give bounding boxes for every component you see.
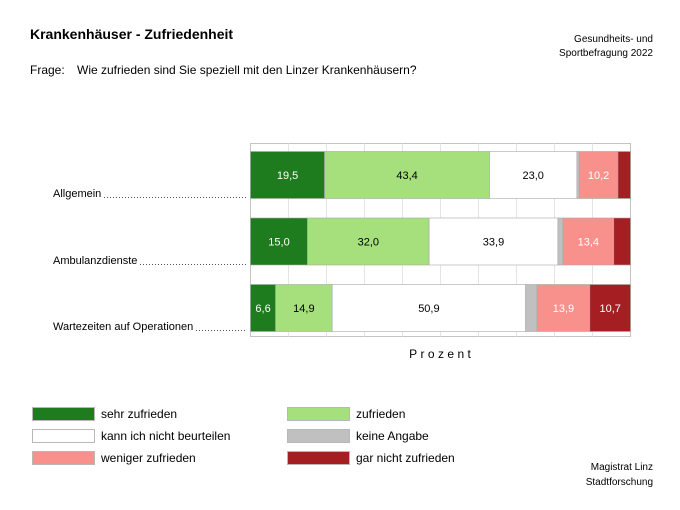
bar-segment-allgemein-kann-ich-nicht-beurteilen: [489, 151, 578, 199]
bar-segment-allgemein-sehr-zufrieden: [250, 151, 325, 199]
legend-label: keine Angabe: [356, 429, 429, 443]
bar-segment-ambulanzdienste-zufrieden: [307, 217, 430, 266]
legend-item-weniger-zufrieden: weniger zufrieden: [32, 451, 287, 465]
bar-value-label-ambulanzdienste-sehr-zufrieden: 15,0: [268, 237, 289, 249]
x-axis-label: Prozent: [409, 347, 475, 361]
legend-item-sehr-zufrieden: sehr zufrieden: [32, 407, 287, 421]
bar-segment-allgemein-zufrieden: [324, 151, 490, 199]
stacked-bar-chart: 19,5 43,4 23,0 10,2 15,0 32,0 33,9 13,4 6,6 14,9 5…: [250, 143, 631, 337]
bar-value-label-wartezeiten-auf-operationen-sehr-zufrieden: 6,6: [255, 303, 270, 315]
bar-segment-wartezeiten-auf-operationen-gar-nicht-zufrieden: [589, 284, 631, 332]
publisher-line-1: Magistrat Linz: [590, 462, 653, 473]
bar-value-label-ambulanzdienste-weniger-zufrieden: 13,4: [578, 237, 599, 249]
legend-label: sehr zufrieden: [101, 407, 178, 421]
legend-label: zufrieden: [356, 407, 406, 421]
legend-label: kann ich nicht beurteilen: [101, 429, 231, 443]
bar-segment-ambulanzdienste-weniger-zufrieden: [562, 217, 615, 266]
legend: sehr zufrieden zufrieden kann ich nicht …: [32, 407, 542, 465]
bar-value-label-ambulanzdienste-zufrieden: 32,0: [358, 237, 379, 249]
bar-segment-ambulanzdienste-keine-angabe: [557, 217, 564, 266]
chart-title: Krankenhäuser - Zufriedenheit: [30, 26, 234, 42]
dotted-leader: [140, 264, 247, 265]
category-label-ambulanzdienste: Ambulanzdienste: [53, 255, 247, 268]
legend-swatch-weniger-zufrieden: [32, 451, 95, 465]
legend-swatch-sehr-zufrieden: [32, 407, 95, 421]
legend-swatch-keine-angabe: [287, 429, 350, 443]
publisher: Magistrat Linz Stadtforschung: [586, 460, 653, 490]
legend-item-gar-nicht-zufrieden: gar nicht zufrieden: [287, 451, 542, 465]
bar-segment-wartezeiten-auf-operationen-sehr-zufrieden: [250, 284, 276, 332]
bar-value-label-allgemein-zufrieden: 43,4: [396, 170, 417, 182]
dotted-leader: [104, 197, 247, 198]
bar-segment-ambulanzdienste-gar-nicht-zufrieden: [613, 217, 631, 266]
bar-segment-wartezeiten-auf-operationen-zufrieden: [275, 284, 333, 332]
publisher-line-2: Stadtforschung: [585, 477, 653, 488]
legend-item-kann-ich-nicht-beurteilen: kann ich nicht beurteilen: [32, 429, 287, 443]
legend-item-keine-angabe: keine Angabe: [287, 429, 542, 443]
bar-value-label-allgemein-sehr-zufrieden: 19,5: [277, 170, 298, 182]
bar-value-label-wartezeiten-auf-operationen-zufrieden: 14,9: [293, 303, 314, 315]
survey-source-line-2: Sportbefragung 2022: [559, 48, 653, 59]
bar-segment-allgemein-keine-angabe: [576, 151, 580, 199]
bar-value-label-wartezeiten-auf-operationen-gar-nicht-zufrieden: 10,7: [599, 303, 620, 315]
bar-value-label-wartezeiten-auf-operationen-weniger-zufrieden: 13,9: [553, 303, 574, 315]
legend-swatch-zufrieden: [287, 407, 350, 421]
category-label-wartezeiten: Wartezeiten auf Operationen: [53, 321, 247, 334]
legend-label: gar nicht zufrieden: [356, 451, 455, 465]
legend-item-zufrieden: zufrieden: [287, 407, 542, 421]
bar-segment-allgemein-weniger-zufrieden: [578, 151, 619, 199]
legend-swatch-kann-ich-nicht-beurteilen: [32, 429, 95, 443]
category-label-text: Allgemein: [53, 188, 102, 200]
bar-value-label-allgemein-kann-ich-nicht-beurteilen: 23,0: [523, 170, 544, 182]
survey-source: Gesundheits- und Sportbefragung 2022: [559, 33, 653, 61]
category-label-allgemein: Allgemein: [53, 188, 247, 201]
question-text: Wie zufrieden sind Sie speziell mit den …: [77, 63, 417, 77]
category-label-text: Ambulanzdienste: [53, 255, 138, 267]
survey-source-line-1: Gesundheits- und: [574, 34, 653, 45]
bar-segment-allgemein-gar-nicht-zufrieden: [617, 151, 631, 199]
category-label-text: Wartezeiten auf Operationen: [53, 321, 194, 333]
bar-segment-ambulanzdienste-kann-ich-nicht-beurteilen: [428, 217, 559, 266]
bar-segment-ambulanzdienste-sehr-zufrieden: [250, 217, 308, 266]
bar-segment-wartezeiten-auf-operationen-keine-angabe: [525, 284, 538, 332]
legend-label: weniger zufrieden: [101, 451, 196, 465]
bar-segment-wartezeiten-auf-operationen-weniger-zufrieden: [536, 284, 591, 332]
bar-value-label-ambulanzdienste-kann-ich-nicht-beurteilen: 33,9: [483, 237, 504, 249]
legend-swatch-gar-nicht-zufrieden: [287, 451, 350, 465]
question-label: Frage:: [30, 63, 65, 77]
bar-value-label-wartezeiten-auf-operationen-kann-ich-nicht-beurteilen: 50,9: [418, 303, 439, 315]
dotted-leader: [196, 330, 247, 331]
bar-value-label-allgemein-weniger-zufrieden: 10,2: [588, 170, 609, 182]
